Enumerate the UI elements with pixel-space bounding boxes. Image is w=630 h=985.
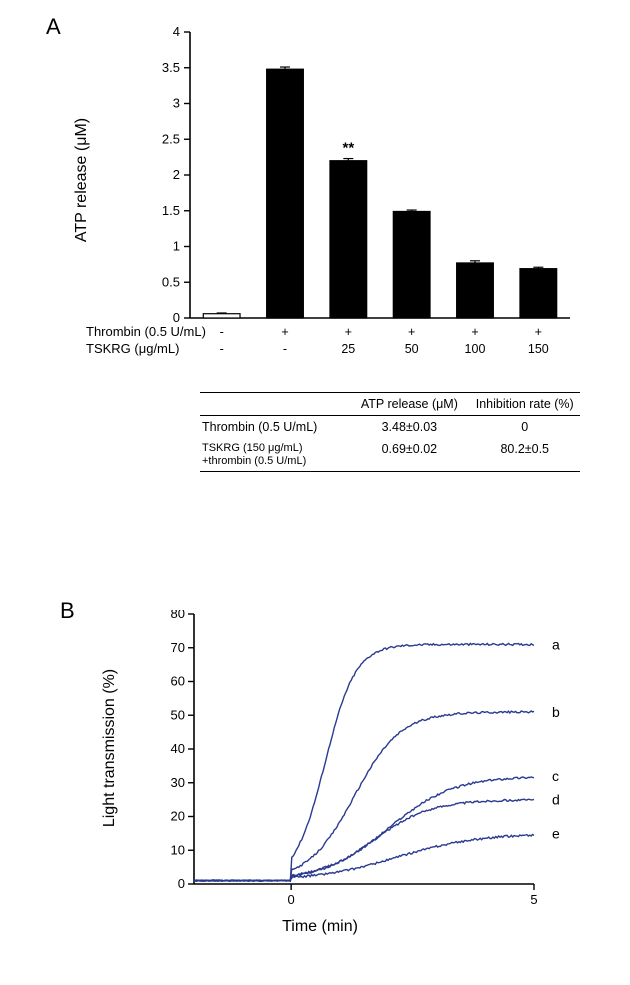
panel-a-ylabel: ATP release (μM) xyxy=(72,40,92,320)
svg-text:2.5: 2.5 xyxy=(162,131,180,146)
table-cell-atp: 0.69±0.02 xyxy=(349,438,469,471)
cond-cell-tskrg: 25 xyxy=(317,342,380,356)
svg-text:e: e xyxy=(552,825,560,841)
panel-a-label: A xyxy=(46,14,61,40)
cond-cell-tskrg: - xyxy=(190,342,253,356)
panel-a-svg: 0 0.5 1 1.5 2 2.5 3 3.5 4 ** xyxy=(150,26,590,324)
cond-cell-tskrg: 150 xyxy=(507,342,570,356)
svg-text:4: 4 xyxy=(173,26,180,39)
cond-row-thrombin: Thrombin (0.5 U/mL) -+++++ xyxy=(86,324,596,339)
cond-cell-tskrg: - xyxy=(253,342,316,356)
table-cell-atp: 3.48±0.03 xyxy=(349,416,469,438)
svg-text:2: 2 xyxy=(173,167,180,182)
table-header-atp: ATP release (μM) xyxy=(349,393,469,415)
svg-text:3: 3 xyxy=(173,96,180,111)
svg-text:d: d xyxy=(552,792,560,808)
panel-a-condition-rows: Thrombin (0.5 U/mL) -+++++ TSKRG (μg/mL)… xyxy=(86,324,596,358)
table-header-inh: Inhibition rate (%) xyxy=(469,393,580,415)
svg-text:30: 30 xyxy=(171,775,185,790)
panel-b-svg: 0 10 20 30 40 50 60 70 80 0 5 a b cd e xyxy=(150,610,588,914)
table-header-row: ATP release (μM) Inhibition rate (%) xyxy=(200,392,580,416)
svg-text:0: 0 xyxy=(173,310,180,324)
panel-a-inhibition-table: ATP release (μM) Inhibition rate (%) Thr… xyxy=(200,392,580,472)
table-row: Thrombin (0.5 U/mL)3.48±0.030 xyxy=(200,416,580,438)
svg-text:0: 0 xyxy=(288,892,295,907)
svg-text:1.5: 1.5 xyxy=(162,203,180,218)
table-cell-label: Thrombin (0.5 U/mL) xyxy=(200,416,349,438)
svg-text:a: a xyxy=(552,636,560,652)
cond-cell-thrombin: + xyxy=(443,325,506,339)
table-row: TSKRG (150 μg/mL)+thrombin (0.5 U/mL)0.6… xyxy=(200,438,580,471)
svg-text:c: c xyxy=(552,768,559,784)
table-cell-inh: 80.2±0.5 xyxy=(469,438,580,471)
svg-text:0: 0 xyxy=(178,876,185,891)
svg-text:80: 80 xyxy=(171,610,185,621)
svg-text:10: 10 xyxy=(171,842,185,857)
table-cell-inh: 0 xyxy=(469,416,580,438)
cond-cell-thrombin: + xyxy=(253,325,316,339)
cond-cell-tskrg: 100 xyxy=(443,342,506,356)
panel-b-ylabel: Light transmission (%) xyxy=(100,608,120,888)
svg-text:1: 1 xyxy=(173,239,180,254)
panel-a-chart: 0 0.5 1 1.5 2 2.5 3 3.5 4 ** xyxy=(150,26,590,324)
cond-cell-thrombin: + xyxy=(380,325,443,339)
panel-b-chart: 0 10 20 30 40 50 60 70 80 0 5 a b cd e xyxy=(150,610,588,919)
svg-text:50: 50 xyxy=(171,707,185,722)
svg-text:b: b xyxy=(552,704,560,720)
cond-cell-tskrg: 50 xyxy=(380,342,443,356)
svg-text:60: 60 xyxy=(171,674,185,689)
svg-text:20: 20 xyxy=(171,809,185,824)
panel-b-xlabel: Time (min) xyxy=(150,918,490,936)
svg-text:70: 70 xyxy=(171,640,185,655)
cond-row-tskrg: TSKRG (μg/mL) --2550100150 xyxy=(86,341,596,356)
panel-b-label: B xyxy=(60,598,75,624)
svg-text:3.5: 3.5 xyxy=(162,60,180,75)
svg-text:**: ** xyxy=(342,140,354,157)
svg-text:0.5: 0.5 xyxy=(162,274,180,289)
cond-label-tskrg: TSKRG (μg/mL) xyxy=(86,341,206,356)
cond-cell-thrombin: + xyxy=(317,325,380,339)
cond-cell-thrombin: - xyxy=(190,325,253,339)
svg-text:40: 40 xyxy=(171,741,185,756)
table-cell-label: TSKRG (150 μg/mL)+thrombin (0.5 U/mL) xyxy=(200,438,349,471)
cond-cell-thrombin: + xyxy=(507,325,570,339)
cond-label-thrombin: Thrombin (0.5 U/mL) xyxy=(86,324,206,339)
svg-text:5: 5 xyxy=(530,892,537,907)
